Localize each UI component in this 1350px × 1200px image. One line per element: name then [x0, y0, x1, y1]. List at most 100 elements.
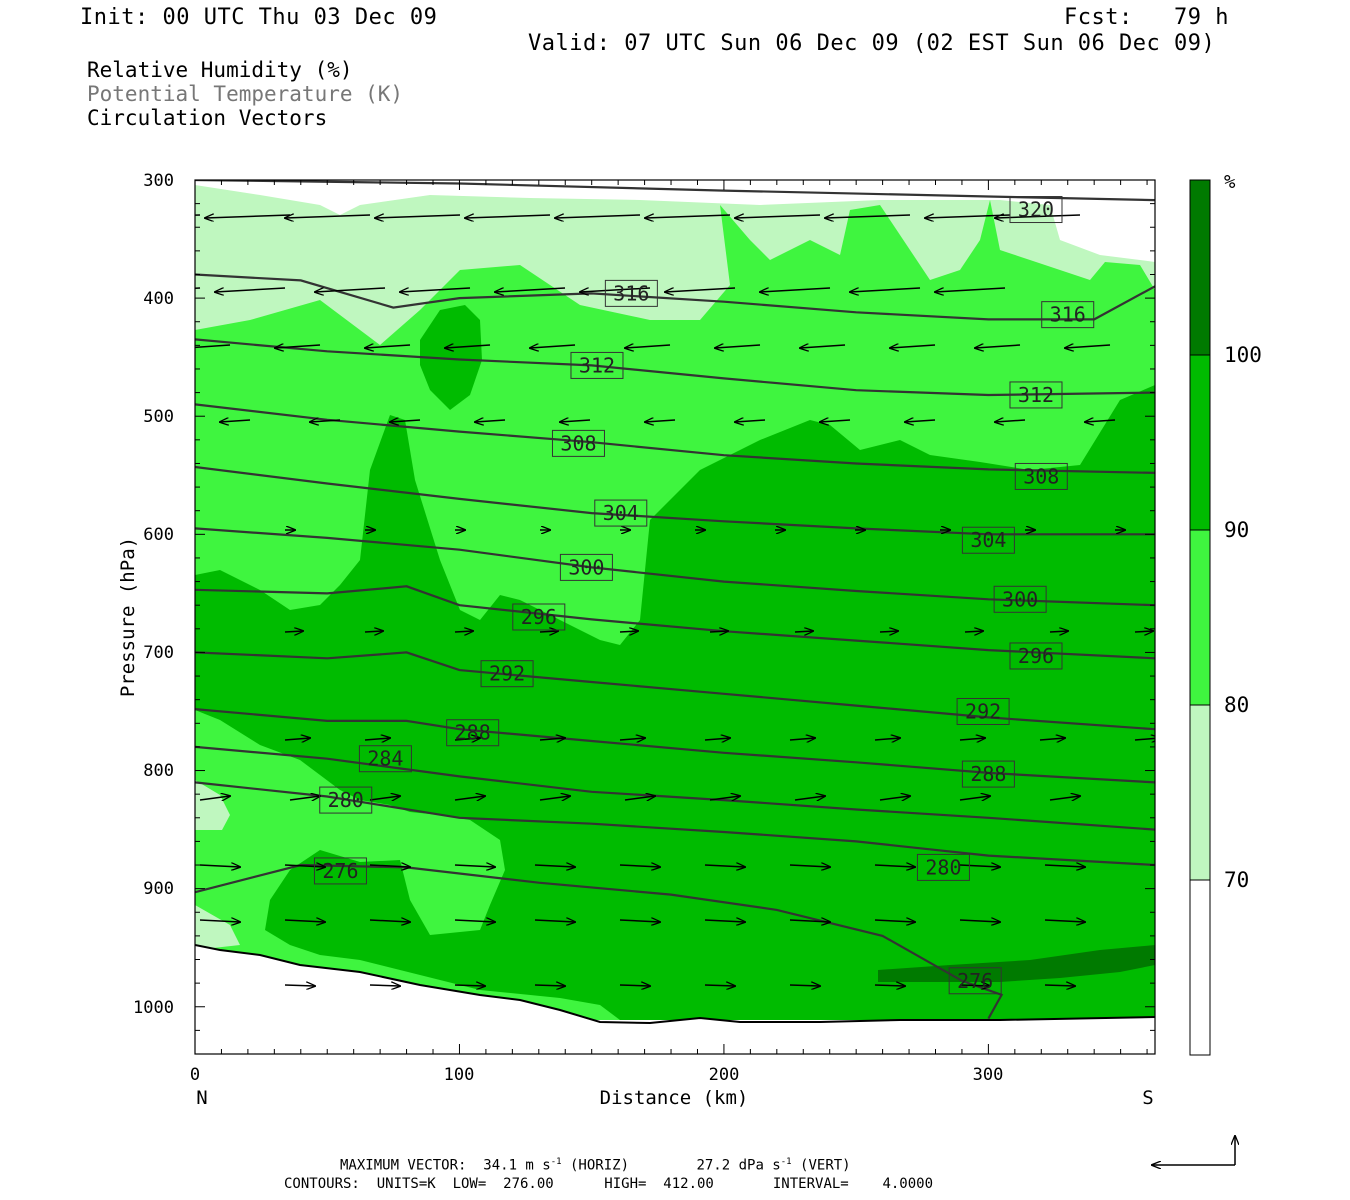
- vector-arrow: [959, 796, 990, 800]
- circulation-vectors: [195, 215, 1155, 986]
- vector-arrow: [445, 345, 491, 348]
- footer-max-vector: MAXIMUM VECTOR: 34.1 m s-1 (HORIZ) 27.2 …: [340, 1157, 851, 1174]
- theta-label-box-300: [993, 585, 1047, 613]
- vector-arrow: [735, 215, 821, 218]
- theta-label-box-280: [916, 853, 970, 881]
- colorbar-label-100: 100: [1224, 343, 1262, 367]
- vector-arrow: [874, 920, 915, 922]
- theta-line-288: [195, 708, 1155, 784]
- colorbar-segment-80-90: [1189, 529, 1211, 706]
- vector-arrow: [645, 215, 731, 218]
- y-tick-label-700: 700: [143, 643, 174, 663]
- vector-arrow: [800, 345, 846, 348]
- footer-sup-horiz: -1: [550, 1157, 562, 1167]
- footer-contours: CONTOURS: UNITS=K LOW= 276.00 HIGH= 412.…: [284, 1176, 934, 1192]
- theta-label-292: 292: [965, 699, 1001, 723]
- vector-arrow: [704, 865, 745, 867]
- vector-arrow: [995, 420, 1026, 422]
- x-end-label-south: S: [1142, 1087, 1153, 1109]
- theta-label-276: 276: [322, 859, 358, 883]
- theta-label-312: 312: [1018, 383, 1054, 407]
- colorbar: % 70 80 90 100: [1189, 171, 1262, 1056]
- footer-max-vector-horiz: MAXIMUM VECTOR: 34.1 m s: [340, 1157, 551, 1174]
- theta-label-box-276: [313, 857, 367, 885]
- theta-line-280: [195, 781, 1155, 867]
- vector-arrow: [704, 920, 745, 922]
- vector-arrow: [315, 287, 386, 292]
- x-end-label-north: N: [196, 1087, 207, 1109]
- vector-arrow: [709, 631, 728, 632]
- theta-line-312: [195, 338, 1155, 397]
- theta-label-320: 320: [1018, 198, 1054, 222]
- vector-arrow: [619, 920, 660, 922]
- vector-arrow: [645, 420, 676, 422]
- vector-arrow: [1085, 420, 1116, 422]
- colorbar-unit: %: [1224, 171, 1236, 193]
- theta-line-320: [195, 180, 1155, 202]
- vector-arrow: [495, 287, 566, 292]
- vector-arrow: [959, 985, 990, 986]
- theta-label-box-316: [604, 279, 658, 307]
- vector-arrow: [1049, 796, 1080, 800]
- vector-arrow: [959, 865, 1000, 867]
- terrain-line: [195, 944, 1155, 1025]
- colorbar-segment-below-70: [1189, 879, 1211, 1056]
- y-tick-label-400: 400: [143, 289, 174, 309]
- vector-arrow: [715, 345, 761, 348]
- vector-arrow: [789, 985, 820, 986]
- rh-band-70-80-lower: [195, 780, 230, 830]
- y-tick-label-600: 600: [143, 525, 174, 545]
- vector-arrow: [195, 344, 231, 349]
- vector-arrow: [454, 985, 485, 986]
- y-tick-label-500: 500: [143, 407, 174, 427]
- theta-label-296: 296: [521, 605, 557, 629]
- reference-vector-icon: [1152, 1136, 1235, 1165]
- vector-arrow: [874, 738, 900, 740]
- theta-label-box-300: [559, 553, 613, 581]
- vector-arrow: [400, 287, 471, 292]
- vector-arrow: [825, 215, 911, 218]
- colorbar-label-70: 70: [1224, 868, 1249, 892]
- legend-vectors: Circulation Vectors: [87, 106, 328, 130]
- theta-contour-labels: 320 316 316 312 312 308 308 304 304 300 300 296 296 2…: [313, 196, 1095, 995]
- theta-label-box-276: [948, 967, 1002, 995]
- theta-label-box-304: [961, 526, 1015, 554]
- vector-arrow: [625, 345, 671, 348]
- vector-arrow: [850, 287, 921, 292]
- colorbar-segment-70-80: [1189, 704, 1211, 881]
- y-axis-ticks: [195, 179, 1155, 1055]
- vector-arrow: [709, 796, 740, 800]
- vector-arrow: [879, 796, 910, 800]
- x-tick-label-300: 300: [973, 1065, 1004, 1085]
- colorbar-segment-above-100: [1189, 179, 1211, 356]
- init-time: Init: 00 UTC Thu 03 Dec 09: [80, 5, 438, 30]
- y-tick-label-1000: 1000: [133, 998, 174, 1018]
- x-tick-label-100: 100: [444, 1065, 475, 1085]
- footer-vert-label: (VERT): [800, 1157, 851, 1174]
- theta-label-288: 288: [455, 721, 491, 745]
- vector-arrow: [454, 631, 473, 632]
- vector-arrow: [879, 631, 898, 632]
- vector-arrow: [365, 345, 411, 348]
- vector-arrow: [534, 865, 575, 867]
- theta-label-box-296: [1009, 642, 1063, 670]
- y-tick-label-300: 300: [143, 171, 174, 191]
- plot-frame: [194, 179, 1156, 1055]
- rh-band-70-80-bottom: [195, 905, 240, 950]
- theta-label-box-292: [956, 697, 1010, 725]
- vector-arrow: [369, 796, 400, 800]
- vector-arrow: [820, 420, 851, 422]
- vector-arrow: [534, 920, 575, 922]
- vector-arrow: [704, 985, 735, 986]
- vector-arrow: [369, 985, 400, 986]
- valid-time: Valid: 07 UTC Sun 06 Dec 09 (02 EST Sun …: [528, 31, 1216, 56]
- vector-arrow: [539, 796, 570, 800]
- vector-arrow: [1044, 865, 1085, 867]
- theta-line-308: [195, 403, 1155, 474]
- vector-arrow: [275, 345, 321, 348]
- vector-arrow: [475, 420, 506, 422]
- vector-arrow: [704, 738, 730, 740]
- vector-arrow: [964, 631, 983, 632]
- vector-arrow: [1039, 738, 1065, 740]
- vector-arrow: [975, 345, 1021, 348]
